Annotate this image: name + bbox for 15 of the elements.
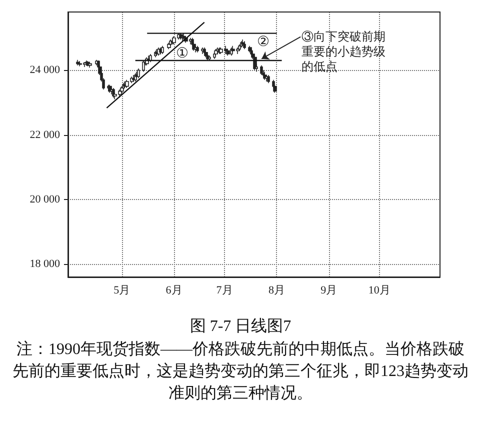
- y-tick-label: 18 000: [30, 258, 60, 270]
- x-tick-label: 7月: [216, 284, 233, 296]
- y-tick-label: 24 000: [30, 64, 60, 76]
- x-tick-label: 10月: [368, 284, 390, 296]
- x-tick-label: 9月: [320, 284, 338, 296]
- x-tick-label: 8月: [268, 284, 285, 296]
- y-tick-label: 20 000: [30, 193, 60, 206]
- y-tick-label: 22 000: [30, 128, 60, 141]
- text: 图 7-7 日线图7: [188, 316, 292, 337]
- annotation: ①: [176, 44, 189, 60]
- annotation: ③向下突破前期重要的小趋势级的低点: [302, 29, 386, 74]
- x-tick-label: 5月: [114, 284, 130, 296]
- annotation: ②: [256, 33, 270, 50]
- x-tick-label: 6月: [166, 284, 182, 296]
- text: 注：1990年现货指数——价格跌破先前的中期低点。当价格跌破先前的重要低点时，这是趋势变动的第三个征兆，即123趋势变动准则的第三种情况。: [12, 340, 470, 404]
